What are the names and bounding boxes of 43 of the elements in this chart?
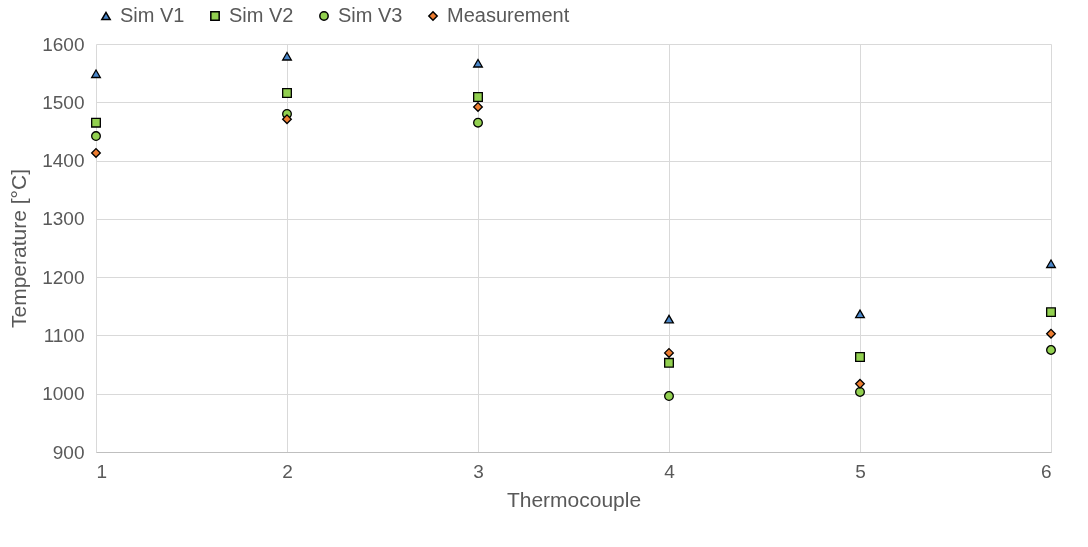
x-tick-label: 6 [1040,460,1052,482]
point [1046,307,1056,318]
x-tick-label: 1 [96,460,108,482]
point [1046,345,1056,355]
point [664,314,674,324]
legend-label: Sim V3 [338,4,403,26]
point [473,92,483,103]
point [1046,328,1056,339]
y-tick-label: 1100 [43,324,85,346]
y-tick-label: 1400 [42,150,85,172]
legend-label: Sim V1 [120,4,185,26]
x-tick-label: 2 [282,460,293,482]
y-tick-label: 1200 [42,266,85,288]
y-tick-label: 1300 [42,208,85,230]
x-axis-title: Thermocouple [506,487,642,511]
point [664,391,674,402]
point [855,309,865,319]
point [282,51,292,61]
point [282,114,292,125]
point [664,347,674,358]
y-tick-label: 1600 [42,33,85,55]
point [473,117,483,128]
legend-label: Measurement [447,4,570,26]
point [91,148,101,158]
point [855,386,865,397]
x-tick-label: 3 [473,460,484,482]
point [91,131,101,142]
y-tick-label: 1000 [42,383,85,405]
point [473,58,483,68]
legend-label: Sim V2 [229,4,294,26]
point [855,378,865,389]
point [664,357,674,368]
y-tick-label: 900 [52,441,85,463]
point [1046,259,1056,269]
point [91,117,101,128]
point [855,352,865,362]
x-tick-label: 4 [664,460,676,482]
point [473,101,483,112]
point [91,69,101,79]
x-tick-label: 5 [855,460,866,482]
y-tick-label: 1500 [42,91,85,113]
point [282,87,292,98]
y-axis-title: Temperature [°C] [7,169,31,328]
